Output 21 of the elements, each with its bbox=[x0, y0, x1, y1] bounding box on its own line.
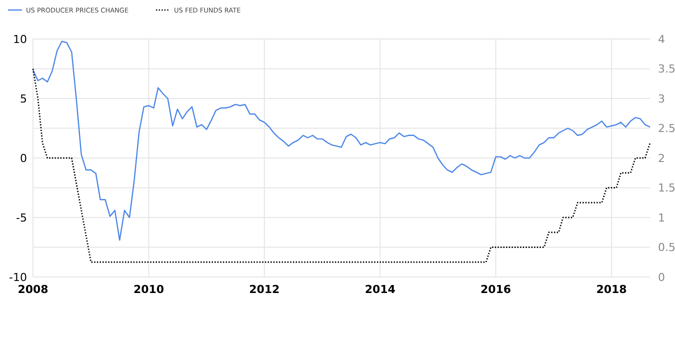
x-tick-label: 2018 bbox=[596, 283, 627, 296]
y2-tick-label: 1.5 bbox=[658, 182, 675, 195]
y2-tick-label: 3 bbox=[658, 92, 665, 106]
y2-tick-label: 4 bbox=[658, 32, 665, 46]
y2-tick-label: 2.5 bbox=[658, 122, 675, 136]
x-tick-label: 2014 bbox=[364, 283, 396, 296]
y-tick-label: -10 bbox=[9, 270, 27, 284]
y-tick-label: 5 bbox=[20, 92, 27, 106]
y-tick-label: -5 bbox=[16, 211, 27, 224]
y-tick-label: 0 bbox=[20, 152, 27, 165]
y-tick-label: 10 bbox=[13, 32, 27, 46]
y2-tick-label: 3.5 bbox=[658, 62, 675, 76]
x-tick-label: 2012 bbox=[249, 283, 280, 296]
x-tick-label: 2016 bbox=[480, 283, 512, 296]
x-tick-label: 2010 bbox=[133, 283, 164, 296]
line-series bbox=[32, 68, 651, 263]
y2-tick-label: 1 bbox=[658, 211, 665, 224]
y2-tick-label: 2 bbox=[658, 152, 665, 165]
x-tick-label: 2008 bbox=[18, 283, 48, 296]
y2-tick-label: 0.5 bbox=[658, 241, 675, 254]
y2-tick-label: 0 bbox=[658, 270, 665, 284]
